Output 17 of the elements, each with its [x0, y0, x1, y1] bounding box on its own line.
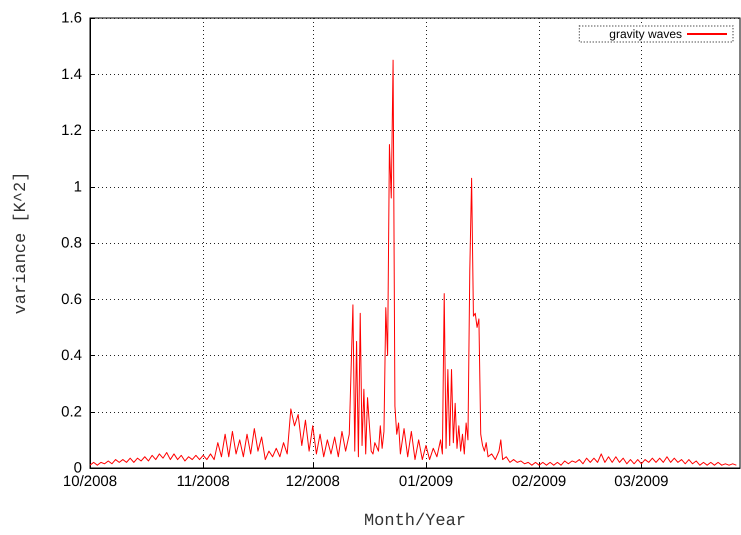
y-tick-label: 0.8	[61, 234, 82, 252]
y-tick-label: 1.4	[61, 66, 82, 83]
y-tick-label: 1	[74, 178, 82, 196]
y-tick-label: 0.4	[61, 347, 82, 364]
y-tick-label: 0.2	[61, 403, 82, 420]
x-tick-label: 01/2009	[398, 473, 454, 490]
x-axis-title: Month/Year	[364, 512, 466, 531]
y-tick-label: 1.2	[61, 122, 82, 139]
y-tick-label: 1.6	[61, 10, 82, 26]
line-series	[90, 60, 737, 466]
legend-label: gravity waves	[609, 27, 682, 41]
x-tick-label: 12/2008	[286, 473, 340, 490]
y-tick-label: 0.6	[61, 290, 82, 308]
x-tick-label: 11/2008	[176, 473, 230, 490]
x-tick-label: 02/2009	[512, 473, 566, 490]
y-axis-title: variance [K^2]	[12, 172, 31, 314]
x-tick-label: 03/2009	[614, 473, 669, 490]
